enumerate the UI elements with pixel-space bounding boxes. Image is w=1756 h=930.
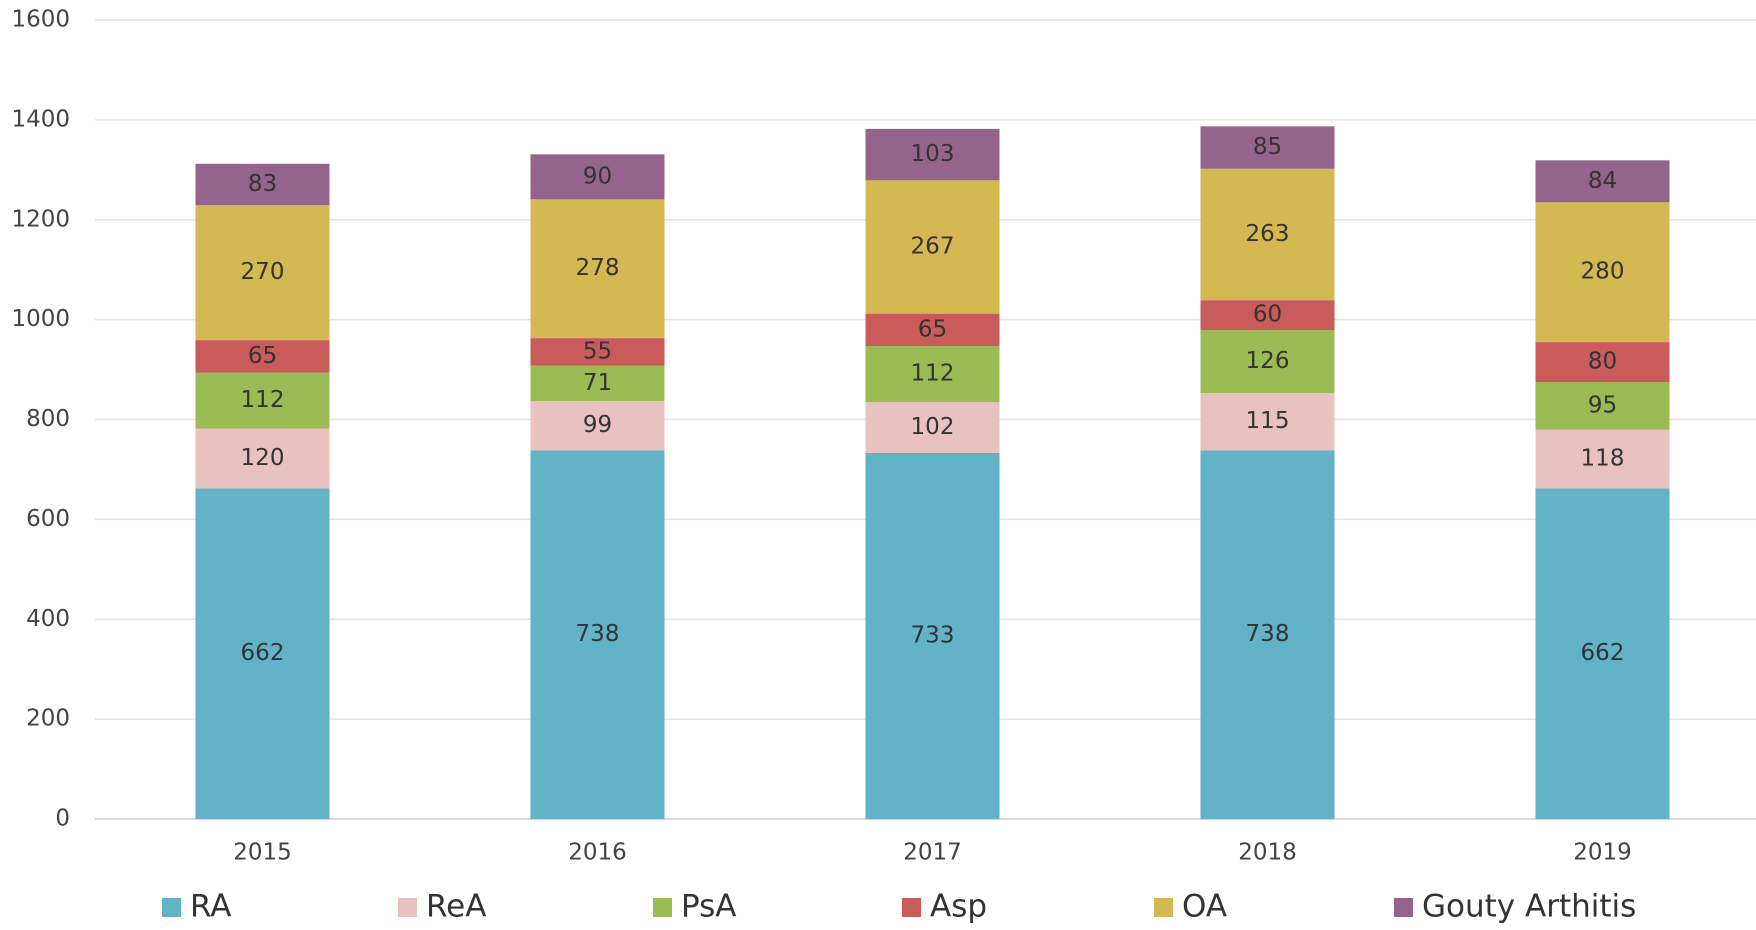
- bar-segment: [1535, 488, 1670, 819]
- bar-segment: [865, 452, 1000, 819]
- data-label: 738: [1246, 621, 1290, 647]
- bar-segment: [865, 313, 1000, 347]
- bar-segment: [1535, 342, 1670, 383]
- data-label: 99: [583, 412, 612, 438]
- data-label: 280: [1581, 259, 1625, 285]
- bar-segment: [865, 402, 1000, 453]
- x-tick-label: 2016: [568, 840, 627, 866]
- bar-segment: [1200, 168, 1335, 301]
- y-tick-label: 1400: [11, 106, 70, 132]
- bar-segment: [865, 346, 1000, 403]
- data-label: 102: [911, 414, 955, 440]
- bar-segment: [1535, 202, 1670, 343]
- data-label: 270: [241, 259, 285, 285]
- bar-segment: [195, 163, 330, 206]
- bar-segment: [195, 205, 330, 341]
- data-label: 90: [583, 163, 612, 189]
- bar-segment: [1535, 382, 1670, 430]
- data-label: 263: [1246, 221, 1290, 247]
- y-tick-label: 0: [55, 806, 70, 832]
- data-label: 738: [576, 621, 620, 647]
- data-label: 662: [1581, 640, 1625, 666]
- legend-label: PsA: [681, 889, 737, 925]
- legend-swatch: [1154, 898, 1173, 917]
- legend-label: OA: [1182, 889, 1227, 925]
- x-tick-label: 2019: [1573, 840, 1632, 866]
- bar-segment: [195, 488, 330, 819]
- data-label: 84: [1588, 168, 1617, 194]
- bar-segment: [1200, 126, 1335, 169]
- data-label: 267: [911, 233, 955, 259]
- data-label: 120: [241, 445, 285, 471]
- data-label: 83: [248, 171, 277, 197]
- legend-label: ReA: [426, 889, 486, 925]
- bar-segment: [1200, 393, 1335, 451]
- data-label: 118: [1581, 445, 1625, 471]
- y-tick-label: 600: [26, 506, 70, 532]
- y-tick-label: 1000: [11, 306, 70, 332]
- bar-segment: [1535, 160, 1670, 203]
- data-label: 112: [911, 361, 955, 387]
- data-label: 85: [1253, 134, 1282, 160]
- data-label: 65: [248, 343, 277, 369]
- bar-segment: [195, 428, 330, 489]
- data-label: 55: [583, 338, 612, 364]
- bar-segment: [1200, 450, 1335, 819]
- legend-swatch: [162, 898, 181, 917]
- x-tick-label: 2017: [903, 840, 962, 866]
- bar-segment: [530, 401, 665, 451]
- y-tick-label: 400: [26, 606, 70, 632]
- data-label: 71: [583, 370, 612, 396]
- data-label: 103: [911, 141, 955, 167]
- bar-segment: [530, 154, 665, 200]
- data-label: 278: [576, 255, 620, 281]
- legend-label: Asp: [930, 889, 987, 925]
- data-label: 60: [1253, 302, 1282, 328]
- data-label: 65: [918, 316, 947, 342]
- legend-label: Gouty Arthitis: [1422, 889, 1636, 925]
- legend-swatch: [398, 898, 417, 917]
- data-label: 112: [241, 387, 285, 413]
- x-tick-label: 2015: [233, 840, 292, 866]
- data-label: 126: [1246, 348, 1290, 374]
- bar-segment: [195, 340, 330, 373]
- bar-segment: [530, 365, 665, 402]
- x-tick-label: 2018: [1238, 840, 1297, 866]
- y-tick-label: 800: [26, 406, 70, 432]
- data-label: 95: [1588, 392, 1617, 418]
- data-label: 733: [911, 622, 955, 648]
- bar-segment: [530, 338, 665, 366]
- bar-segment: [865, 180, 1000, 314]
- data-label: 662: [241, 640, 285, 666]
- bar-segment: [530, 199, 665, 339]
- bar-segment: [195, 372, 330, 429]
- data-label: 115: [1246, 408, 1290, 434]
- y-tick-label: 1600: [11, 7, 70, 33]
- bar-segment: [530, 450, 665, 819]
- bar-segment: [865, 128, 1000, 181]
- bar-segment: [1200, 330, 1335, 394]
- bar-segment: [1200, 300, 1335, 331]
- legend-swatch: [653, 898, 672, 917]
- bar-segment: [1535, 429, 1670, 489]
- legend-label: RA: [190, 889, 232, 925]
- y-tick-label: 200: [26, 706, 70, 732]
- legend-swatch: [902, 898, 921, 917]
- data-label: 80: [1588, 349, 1617, 375]
- legend-swatch: [1394, 898, 1413, 917]
- y-tick-label: 1200: [11, 206, 70, 232]
